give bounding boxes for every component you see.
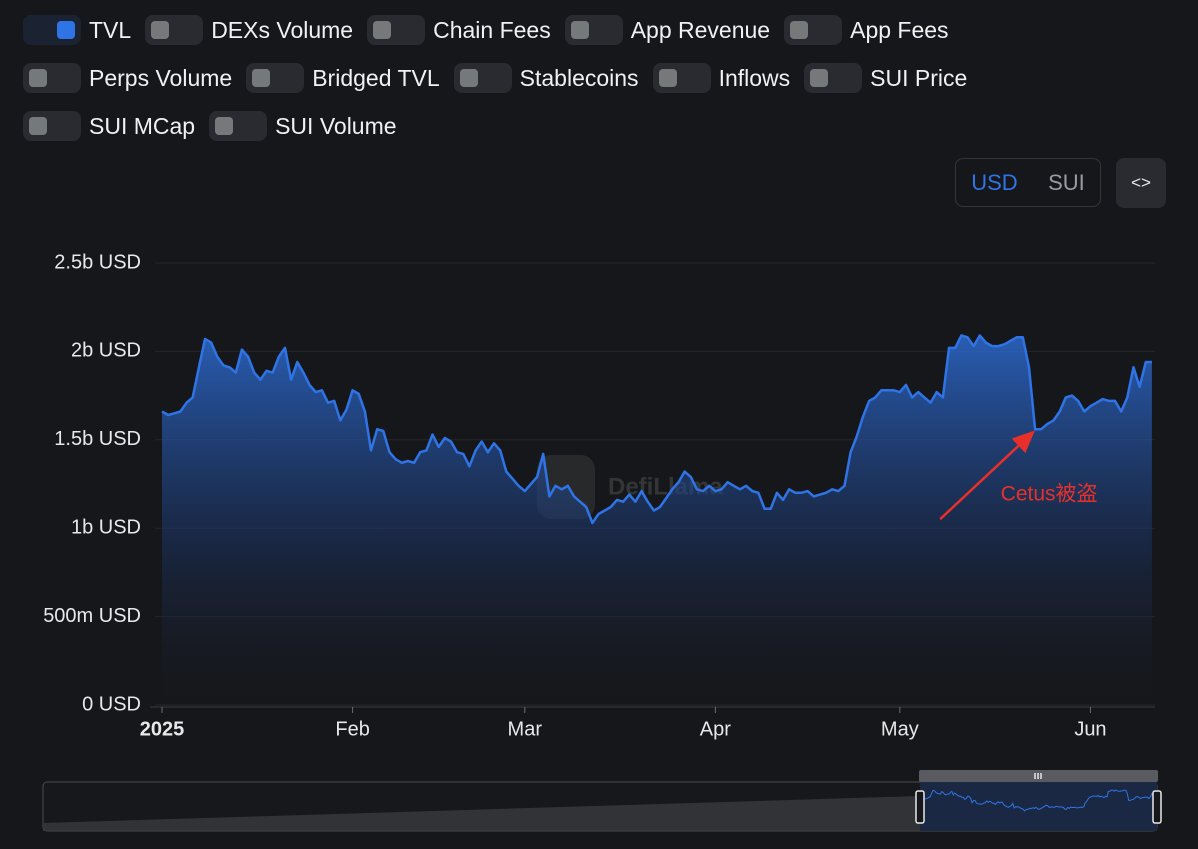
toggle-label: Chain Fees (433, 16, 551, 43)
embed-button[interactable]: <> (1116, 158, 1166, 208)
x-tick-label: 2025 (140, 718, 185, 740)
navigator-handle (915, 790, 925, 824)
y-tick-label: 1.5b USD (54, 428, 141, 450)
toggle-label: Inflows (718, 64, 791, 91)
metric-toggle[interactable]: SUI Price (804, 63, 967, 93)
toggle-switch[interactable] (246, 63, 305, 93)
annotation-arrow (939, 430, 1035, 521)
x-tick-label: Mar (508, 718, 543, 740)
metric-toggle[interactable]: Bridged TVL (246, 63, 440, 93)
toggle-label: Stablecoins (519, 64, 639, 91)
toggle-knob (29, 117, 47, 135)
toggle-switch[interactable] (23, 111, 81, 141)
toggle-knob (252, 69, 271, 87)
toggle-knob (29, 69, 47, 87)
toggle-label: SUI MCap (89, 112, 196, 139)
area-fill (161, 335, 1152, 705)
toggle-knob (790, 21, 809, 39)
toggle-label: App Revenue (630, 16, 771, 43)
metric-toggle[interactable]: Perps Volume (23, 63, 232, 93)
toggle-label: SUI Price (870, 64, 968, 91)
toggle-switch[interactable] (453, 63, 512, 93)
x-tick-label: May (881, 718, 919, 740)
currency-option[interactable]: SUI (1048, 169, 1085, 195)
toggle-knob (658, 69, 677, 87)
metric-toggle[interactable]: App Revenue (564, 15, 771, 45)
metric-toggle[interactable]: DEXs Volume (145, 15, 353, 45)
y-tick-label: 1b USD (71, 516, 141, 538)
metric-toggle[interactable]: TVL (23, 15, 131, 45)
x-tick-label: Apr (700, 718, 731, 740)
toggle-switch[interactable] (23, 15, 81, 45)
toggle-switch[interactable] (23, 63, 81, 93)
currency-switch: USD SUI (955, 158, 1101, 207)
metric-toggles: TVL DEXs Volume Chain Fees App Revenue App F… (23, 15, 1063, 141)
metric-toggle[interactable]: Inflows (652, 63, 791, 93)
y-tick-label: 2b USD (71, 340, 141, 362)
toggle-switch[interactable] (804, 63, 863, 93)
y-tick-label: 0 USD (82, 693, 141, 715)
toggle-switch[interactable] (209, 111, 268, 141)
metric-toggle[interactable]: App Fees (784, 15, 949, 45)
toggle-knob (459, 69, 478, 87)
metric-toggle[interactable]: Chain Fees (367, 15, 551, 45)
toggle-label: Bridged TVL (312, 64, 440, 91)
x-tick-label: Jun (1074, 718, 1106, 740)
navigator-line (922, 789, 1157, 812)
toggle-switch[interactable] (367, 15, 426, 45)
toggle-knob (151, 21, 170, 39)
toggle-label: TVL (89, 16, 132, 43)
metric-toggle[interactable]: Stablecoins (453, 63, 639, 93)
y-tick-label: 500m USD (43, 605, 141, 627)
navigator-handle (1152, 790, 1162, 824)
toggle-knob (57, 21, 75, 39)
toggle-switch[interactable] (784, 15, 843, 45)
line (161, 334, 1152, 525)
navigator-history (43, 796, 920, 831)
metric-toggle[interactable]: SUI MCap (23, 111, 195, 141)
toggle-label: DEXs Volume (211, 16, 354, 43)
y-tick-label: 2.5b USD (54, 251, 141, 273)
x-tick-label: Feb (335, 718, 369, 740)
toggle-switch[interactable] (652, 63, 711, 93)
toggle-knob (570, 21, 589, 39)
toggle-knob (810, 69, 829, 87)
navigator-window (920, 782, 1157, 831)
metric-toggle[interactable]: SUI Volume (209, 111, 397, 141)
annotation-text: Cetus被盗 (1001, 483, 1098, 506)
toggle-label: SUI Volume (275, 112, 397, 139)
toggle-label: App Fees (850, 16, 949, 43)
toggle-label: Perps Volume (89, 64, 233, 91)
toggle-knob (373, 21, 392, 39)
toggle-knob (215, 117, 234, 135)
currency-option[interactable]: USD (971, 169, 1018, 195)
toggle-switch[interactable] (564, 15, 623, 45)
toggle-switch[interactable] (145, 15, 204, 45)
